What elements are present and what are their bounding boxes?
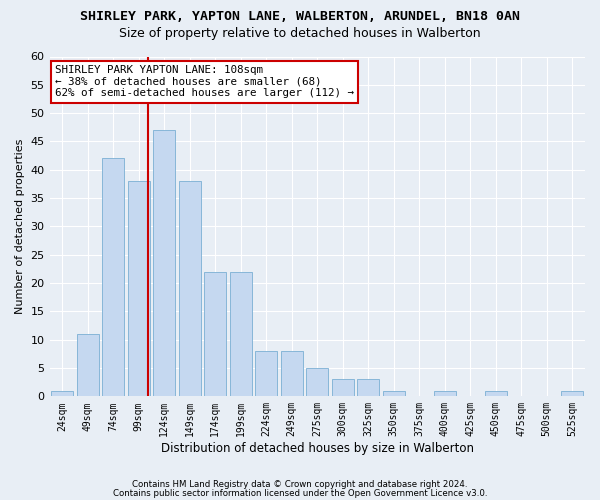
Bar — [485, 390, 506, 396]
Bar — [52, 390, 73, 396]
Text: SHIRLEY PARK YAPTON LANE: 108sqm
← 38% of detached houses are smaller (68)
62% o: SHIRLEY PARK YAPTON LANE: 108sqm ← 38% o… — [55, 65, 354, 98]
Bar — [77, 334, 98, 396]
Bar — [230, 272, 251, 396]
Bar — [358, 380, 379, 396]
Text: SHIRLEY PARK, YAPTON LANE, WALBERTON, ARUNDEL, BN18 0AN: SHIRLEY PARK, YAPTON LANE, WALBERTON, AR… — [80, 10, 520, 23]
X-axis label: Distribution of detached houses by size in Walberton: Distribution of detached houses by size … — [161, 442, 474, 455]
Text: Contains HM Land Registry data © Crown copyright and database right 2024.: Contains HM Land Registry data © Crown c… — [132, 480, 468, 489]
Bar — [281, 351, 302, 397]
Bar — [256, 351, 277, 397]
Text: Size of property relative to detached houses in Walberton: Size of property relative to detached ho… — [119, 28, 481, 40]
Bar — [383, 390, 404, 396]
Text: Contains public sector information licensed under the Open Government Licence v3: Contains public sector information licen… — [113, 488, 487, 498]
Bar — [179, 181, 200, 396]
Bar — [103, 158, 124, 396]
Bar — [205, 272, 226, 396]
Bar — [434, 390, 455, 396]
Bar — [332, 380, 353, 396]
Bar — [562, 390, 583, 396]
Bar — [307, 368, 328, 396]
Bar — [128, 181, 149, 396]
Bar — [154, 130, 175, 396]
Y-axis label: Number of detached properties: Number of detached properties — [15, 138, 25, 314]
